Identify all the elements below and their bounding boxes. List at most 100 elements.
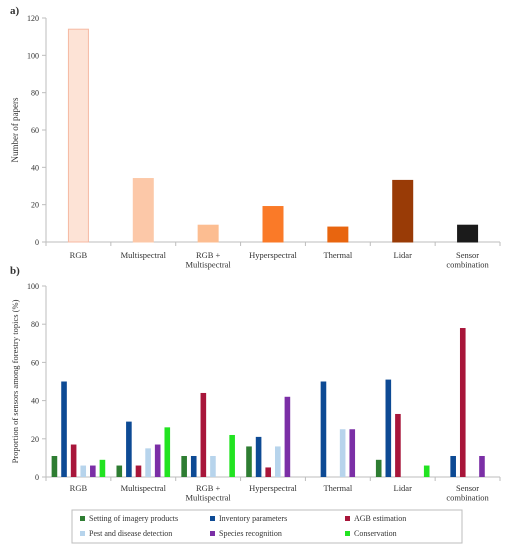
- legend-label-4: Species recognition: [219, 529, 282, 538]
- bar-2-2: [200, 392, 207, 477]
- bar-2-5: [229, 434, 235, 477]
- x-tick-label: Hyperspectral: [249, 250, 297, 260]
- legend-label-3: Pest and disease detection: [89, 529, 172, 538]
- x-tick-label: Multispectral: [121, 250, 167, 260]
- x-tick-label: Thermal: [323, 250, 352, 260]
- x-tick-label-line: Thermal: [323, 250, 352, 260]
- x-tick-label-line: combination: [446, 260, 489, 270]
- bar-0-2: [70, 444, 77, 477]
- x-tick-label-line: RGB: [70, 483, 88, 493]
- panel-b-label: b): [10, 265, 20, 277]
- bar-4-3: [339, 429, 346, 477]
- x-tick-label: Thermal: [323, 483, 352, 493]
- bar-0-0: [51, 455, 58, 477]
- bar-2: [197, 224, 219, 243]
- x-tick-label-line: Sensor: [456, 483, 479, 493]
- bar-1-1: [126, 421, 132, 477]
- bar-3-2: [265, 467, 271, 477]
- x-tick-label: Multispectral: [121, 483, 167, 493]
- x-tick-label-line: Thermal: [323, 483, 352, 493]
- legend-label-5: Conservation: [354, 529, 397, 538]
- y-tick-label: 100: [27, 282, 39, 291]
- x-tick-label: RGB + Multispectral: [185, 250, 231, 270]
- legend-label-0: Setting of imagery products: [89, 514, 178, 523]
- bar-5: [392, 179, 414, 243]
- legend-label-2: AGB estimation: [354, 514, 406, 523]
- bar-3: [262, 206, 284, 243]
- x-tick-label: RGB: [70, 250, 88, 260]
- bar-0-4: [90, 465, 96, 477]
- x-tick-label-line: Multispectral: [121, 250, 167, 260]
- y-tick-label: 100: [27, 51, 39, 60]
- legend-label-1: Inventory parameters: [219, 514, 287, 523]
- y-tick-label: 0: [35, 473, 39, 482]
- x-tick-label: Sensor combination: [446, 250, 489, 270]
- bar-4-1: [320, 381, 327, 477]
- x-tick-label-line: RGB +: [196, 483, 221, 493]
- bar-6-4: [479, 455, 485, 477]
- panel-a: a) 0 20 40 60 80 100 120 Number of papers RGB Mul…: [10, 5, 501, 270]
- x-tick-label-line: Multispectral: [121, 483, 167, 493]
- y-tick-label: 40: [31, 397, 39, 406]
- bar-3-1: [255, 436, 262, 477]
- legend-swatch-3: [80, 531, 85, 536]
- y-tick-label: 40: [31, 163, 39, 172]
- legend-swatch-2: [345, 516, 350, 521]
- x-tick-label: Lidar: [394, 250, 413, 260]
- bar-2-0: [181, 455, 187, 477]
- bar-2-3: [210, 455, 216, 477]
- x-tick-label: RGB + Multispectral: [185, 483, 231, 503]
- x-tick-label-line: Hyperspectral: [249, 483, 297, 493]
- y-tick-label: 0: [35, 238, 39, 247]
- bar-0-5: [99, 459, 106, 477]
- bar-1-0: [116, 465, 123, 477]
- y-tick-label: 120: [27, 14, 39, 23]
- bar-6: [457, 224, 479, 243]
- y-tick-label: 20: [31, 201, 39, 210]
- bar-4-4: [349, 429, 356, 477]
- legend-swatch-5: [345, 531, 350, 536]
- x-tick-label: Sensor combination: [446, 483, 489, 503]
- bar-0-1: [61, 381, 67, 477]
- legend-swatch-1: [210, 516, 215, 521]
- x-tick-label: Lidar: [394, 483, 413, 493]
- panel-b: b) 0 20 40 60 80 100 Proportion of sensors amo…: [10, 265, 501, 544]
- x-tick-label-line: Sensor: [456, 250, 479, 260]
- bar-3-4: [284, 396, 291, 477]
- bar-3-0: [246, 446, 252, 477]
- bar-1-4: [154, 444, 161, 477]
- bar-1-2: [135, 465, 142, 477]
- legend-swatch-0: [80, 516, 85, 521]
- y-tick-label: 80: [31, 89, 39, 98]
- bar-0: [67, 28, 89, 243]
- y-tick-label: 60: [31, 126, 39, 135]
- y-tick-label: 80: [31, 320, 39, 329]
- x-tick-label-line: RGB +: [196, 250, 221, 260]
- panel-a-label: a): [10, 5, 20, 17]
- bar-6-1: [450, 455, 456, 477]
- y-tick-label: 60: [31, 358, 39, 367]
- x-tick-label: Hyperspectral: [249, 483, 297, 493]
- x-tick-label-line: Lidar: [394, 483, 413, 493]
- bar-6-2: [459, 328, 466, 477]
- x-tick-label: RGB: [70, 483, 88, 493]
- y-axis-title: Proportion of sensors among forestry top…: [10, 299, 20, 463]
- y-tick-label: 20: [31, 435, 39, 444]
- legend-box: [71, 509, 463, 544]
- bar-5-5: [423, 465, 430, 477]
- x-tick-label-line: Hyperspectral: [249, 250, 297, 260]
- bar-0-3: [80, 465, 87, 477]
- y-axis-title: Number of papers: [10, 97, 20, 162]
- bar-2-1: [190, 455, 197, 477]
- x-tick-label-line: Multispectral: [185, 493, 231, 503]
- legend-swatch-4: [210, 531, 215, 536]
- bar-4: [327, 226, 349, 243]
- x-tick-label-line: Multispectral: [185, 260, 231, 270]
- x-tick-label-line: combination: [446, 493, 489, 503]
- bar-3-3: [275, 446, 281, 477]
- x-tick-label-line: RGB: [70, 250, 88, 260]
- bar-1-3: [145, 448, 151, 477]
- bar-5-1: [385, 379, 392, 477]
- x-tick-label-line: Lidar: [394, 250, 413, 260]
